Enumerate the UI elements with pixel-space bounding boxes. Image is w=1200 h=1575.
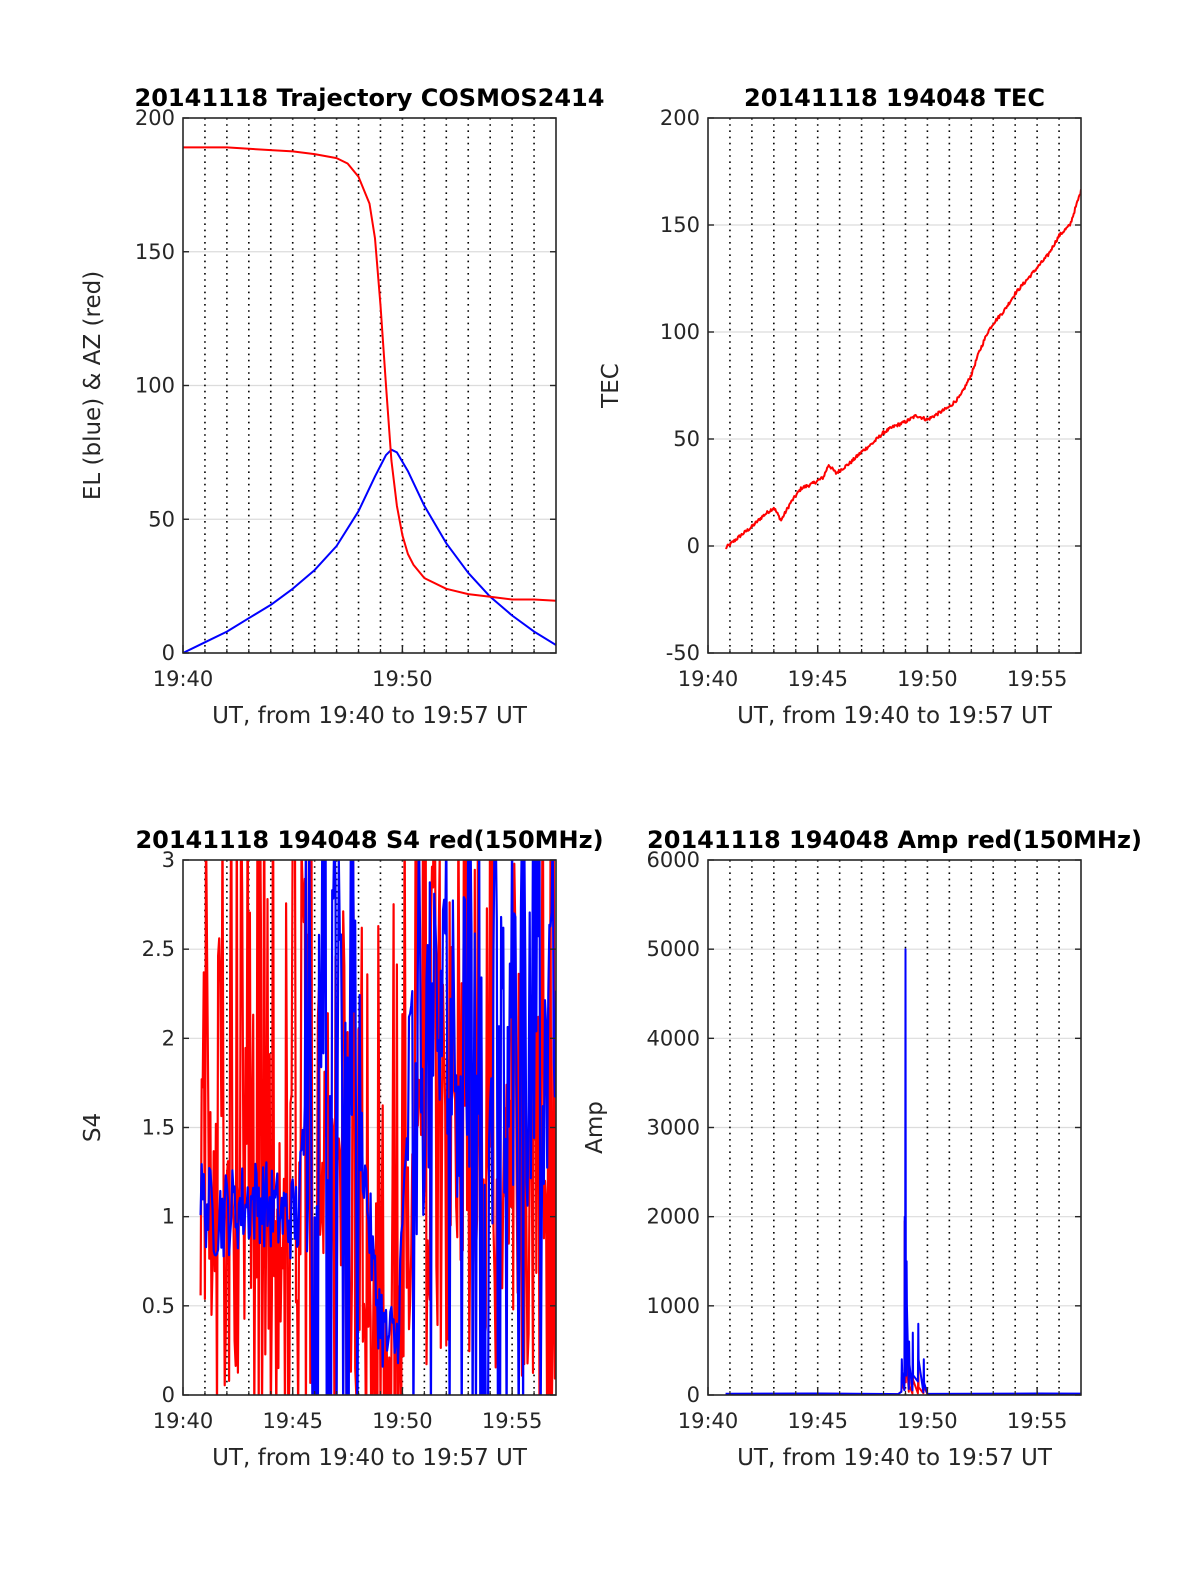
chart2-ytick-0: -50 bbox=[666, 641, 700, 665]
chart2-xtick-2: 19:50 bbox=[897, 667, 958, 691]
chart4-xlabel: UT, from 19:40 to 19:57 UT bbox=[737, 1445, 1053, 1471]
chart4-ytick-5: 5000 bbox=[647, 937, 700, 961]
chart3-xtick-2: 19:50 bbox=[372, 1409, 433, 1433]
chart3-ytick-1: 0.5 bbox=[142, 1294, 175, 1318]
chart4-ytick-1: 1000 bbox=[647, 1294, 700, 1318]
chart2-series-1 bbox=[724, 189, 1081, 550]
chart3-ytick-2: 1 bbox=[162, 1205, 175, 1229]
chart4: 0 1000 2000 3000 4000 5000 6000 19:40 19:45 19:50… bbox=[582, 826, 1142, 1471]
chart3-series-group bbox=[199, 860, 556, 1395]
chart1-series-2 bbox=[183, 146, 556, 602]
chart1-series-1 bbox=[183, 448, 556, 653]
chart1: 0 50 100 150 200 19:40 19:50 20141118 Trajector… bbox=[80, 84, 604, 729]
chart2-series-group bbox=[724, 189, 1081, 550]
chart1-ytick-2: 100 bbox=[135, 374, 175, 398]
chart3-title: 20141118 194048 S4 red(150MHz) bbox=[135, 826, 603, 854]
chart3-ytick-5: 2.5 bbox=[142, 937, 175, 961]
chart4-ytick-3: 3000 bbox=[647, 1116, 700, 1140]
chart4-xtick-0: 19:40 bbox=[678, 1409, 739, 1433]
chart3-ytick-6: 3 bbox=[162, 848, 175, 872]
chart2-title: 20141118 194048 TEC bbox=[744, 84, 1045, 112]
chart1-ytick-3: 150 bbox=[135, 240, 175, 264]
chart2-ytick-2: 50 bbox=[673, 427, 700, 451]
chart2: -50 0 50 100 150 200 19:40 19:45 19:50 19:55 20141… bbox=[598, 84, 1082, 729]
chart4-title: 20141118 194048 Amp red(150MHz) bbox=[647, 826, 1142, 854]
chart1-xtick-0: 19:40 bbox=[153, 667, 214, 691]
chart1-title: 20141118 Trajectory COSMOS2414 bbox=[135, 84, 605, 112]
chart2-axes-box bbox=[707, 117, 1082, 654]
chart3-xtick-3: 19:55 bbox=[482, 1409, 543, 1433]
chart2-xtick-0: 19:40 bbox=[678, 667, 739, 691]
chart4-xtick-2: 19:50 bbox=[897, 1409, 958, 1433]
chart2-xlabel: UT, from 19:40 to 19:57 UT bbox=[737, 703, 1053, 729]
chart2-ylabel: TEC bbox=[598, 363, 624, 409]
chart4-ytick-4: 4000 bbox=[647, 1026, 700, 1050]
chart2-ytick-3: 100 bbox=[660, 320, 700, 344]
chart4-xtick-1: 19:45 bbox=[787, 1409, 848, 1433]
chart2-ytick-1: 0 bbox=[687, 534, 700, 558]
chart3-ytick-0: 0 bbox=[162, 1383, 175, 1407]
chart2-ytick-5: 200 bbox=[660, 106, 700, 130]
chart1-xtick-1: 19:50 bbox=[372, 667, 433, 691]
chart1-ytick-4: 200 bbox=[135, 106, 175, 130]
chart1-series-group bbox=[183, 146, 556, 653]
chart1-ytick-0: 0 bbox=[162, 641, 175, 665]
chart4-ytick-0: 0 bbox=[687, 1383, 700, 1407]
chart4-xtick-3: 19:55 bbox=[1007, 1409, 1068, 1433]
chart3-xlabel: UT, from 19:40 to 19:57 UT bbox=[212, 1445, 528, 1471]
chart4-series-2 bbox=[725, 948, 1081, 1395]
chart1-ylabel: EL (blue) & AZ (red) bbox=[80, 271, 106, 500]
chart2-ytick-4: 150 bbox=[660, 213, 700, 237]
chart2-xtick-1: 19:45 bbox=[787, 667, 848, 691]
chart3-ylabel: S4 bbox=[80, 1113, 106, 1142]
chart4-ytick-6: 6000 bbox=[647, 848, 700, 872]
chart1-xlabel: UT, from 19:40 to 19:57 UT bbox=[212, 703, 528, 729]
chart2-xtick-3: 19:55 bbox=[1007, 667, 1068, 691]
chart4-ytick-2: 2000 bbox=[647, 1205, 700, 1229]
chart2-plot-area bbox=[708, 118, 1081, 653]
chart3-series-2 bbox=[199, 860, 556, 1395]
chart1-ytick-1: 50 bbox=[148, 507, 175, 531]
chart3: 0 0.5 1 1.5 2 2.5 3 19:40 19:45 19:50 19:55 2014111… bbox=[80, 826, 604, 1471]
chart3-xtick-0: 19:40 bbox=[153, 1409, 214, 1433]
chart4-ylabel: Amp bbox=[582, 1101, 608, 1154]
chart3-xtick-1: 19:45 bbox=[262, 1409, 323, 1433]
chart3-ytick-3: 1.5 bbox=[142, 1116, 175, 1140]
chart3-ytick-4: 2 bbox=[162, 1026, 175, 1050]
chart4-series-group bbox=[725, 948, 1081, 1395]
